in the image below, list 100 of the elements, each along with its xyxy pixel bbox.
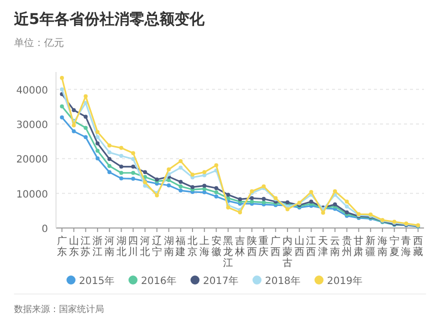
point xyxy=(96,156,100,160)
point xyxy=(202,184,206,188)
point xyxy=(84,135,88,140)
point xyxy=(154,193,159,198)
point xyxy=(214,190,218,194)
point xyxy=(202,173,206,178)
point xyxy=(202,186,206,191)
point xyxy=(84,94,88,98)
x-tick-label: 天津 xyxy=(318,236,328,258)
source-note: 数据来源：国家统计局 xyxy=(14,304,104,315)
legend-label: 2015年 xyxy=(79,275,114,287)
point xyxy=(202,190,206,194)
point xyxy=(309,190,314,194)
x-tick-label: 广西 xyxy=(270,235,281,258)
x-tick-label: 河南 xyxy=(104,235,114,258)
point xyxy=(119,170,124,175)
point xyxy=(214,186,218,190)
point xyxy=(321,210,326,215)
point xyxy=(166,183,171,188)
legend-label: 2018年 xyxy=(265,275,300,287)
point xyxy=(226,192,230,197)
chart-subtitle: 单位：亿元 xyxy=(14,37,64,49)
point xyxy=(96,148,100,153)
point xyxy=(60,87,64,92)
point xyxy=(84,114,88,119)
point xyxy=(226,206,230,210)
point xyxy=(119,154,124,158)
x-tick-label: 四川 xyxy=(128,236,138,258)
point xyxy=(131,170,136,175)
point xyxy=(178,180,183,184)
point xyxy=(72,108,76,112)
x-tick-label: 重庆 xyxy=(258,235,269,258)
point xyxy=(238,197,242,202)
point xyxy=(214,163,218,168)
x-tick-label: 山东 xyxy=(68,235,79,258)
x-tick-label: 陕西 xyxy=(246,235,257,258)
point xyxy=(190,172,195,177)
point xyxy=(119,176,124,180)
point xyxy=(250,196,254,200)
point xyxy=(107,143,112,148)
point xyxy=(119,164,124,169)
point xyxy=(84,126,88,130)
x-tick-label: 广东 xyxy=(56,235,67,258)
x-tick-label: 北京 xyxy=(188,235,198,258)
point xyxy=(131,164,136,169)
x-tick-label: 安徽 xyxy=(211,235,222,258)
point xyxy=(166,167,171,172)
point xyxy=(332,202,337,206)
x-tick-label: 福建 xyxy=(174,235,186,258)
legend-label: 2017年 xyxy=(203,275,238,287)
x-tick-label: 青海 xyxy=(401,235,412,258)
point xyxy=(166,178,171,182)
x-tick-label: 河北 xyxy=(140,235,150,258)
point xyxy=(262,196,266,201)
x-tick-label: 云南 xyxy=(330,236,340,258)
x-tick-label: 甘肃 xyxy=(354,235,364,258)
point xyxy=(72,123,76,128)
x-tick-label: 浙江 xyxy=(92,235,103,258)
point xyxy=(107,170,112,174)
point xyxy=(178,188,183,193)
point xyxy=(143,170,148,174)
x-tick-label: 山西 xyxy=(294,235,304,258)
x-tick-label: 湖北 xyxy=(116,235,126,258)
point xyxy=(202,170,206,174)
x-tick-label: 江西 xyxy=(306,235,316,258)
y-tick-label: 40000 xyxy=(16,85,48,96)
y-tick-label: 0 xyxy=(42,224,48,235)
point xyxy=(285,207,290,212)
point xyxy=(238,210,242,214)
x-tick-label: 内蒙古 xyxy=(282,235,292,269)
point xyxy=(214,194,218,198)
x-tick-label: 宁夏 xyxy=(389,235,400,258)
point xyxy=(107,157,112,162)
point xyxy=(344,200,349,204)
x-tick-label: 辽宁 xyxy=(152,235,162,258)
point xyxy=(107,150,112,154)
point xyxy=(60,115,64,120)
x-tick-label: 贵州 xyxy=(342,235,352,258)
point xyxy=(332,189,337,194)
point xyxy=(131,176,136,181)
point xyxy=(190,185,195,190)
point xyxy=(60,104,64,108)
point xyxy=(344,204,349,209)
x-tick-label: 西藏 xyxy=(413,236,424,258)
point xyxy=(178,166,183,170)
point xyxy=(96,135,100,140)
point xyxy=(178,184,183,188)
point xyxy=(72,129,76,134)
point xyxy=(96,130,100,134)
legend-label: 2016年 xyxy=(141,275,176,287)
x-tick-label: 湖南 xyxy=(164,235,174,258)
point xyxy=(119,146,124,150)
legend-label: 2019年 xyxy=(327,275,362,287)
chart-title: 近5年各省份社消零总额变化 xyxy=(13,10,206,28)
point xyxy=(60,76,64,80)
point xyxy=(107,164,112,168)
x-tick-label: 江苏 xyxy=(80,235,91,258)
point xyxy=(131,157,136,162)
y-tick-label: 20000 xyxy=(16,154,48,166)
point xyxy=(178,159,183,164)
